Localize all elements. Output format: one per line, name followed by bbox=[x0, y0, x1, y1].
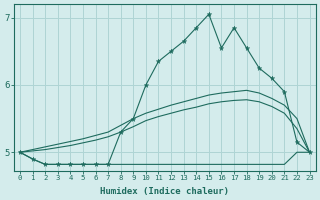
X-axis label: Humidex (Indice chaleur): Humidex (Indice chaleur) bbox=[100, 187, 229, 196]
